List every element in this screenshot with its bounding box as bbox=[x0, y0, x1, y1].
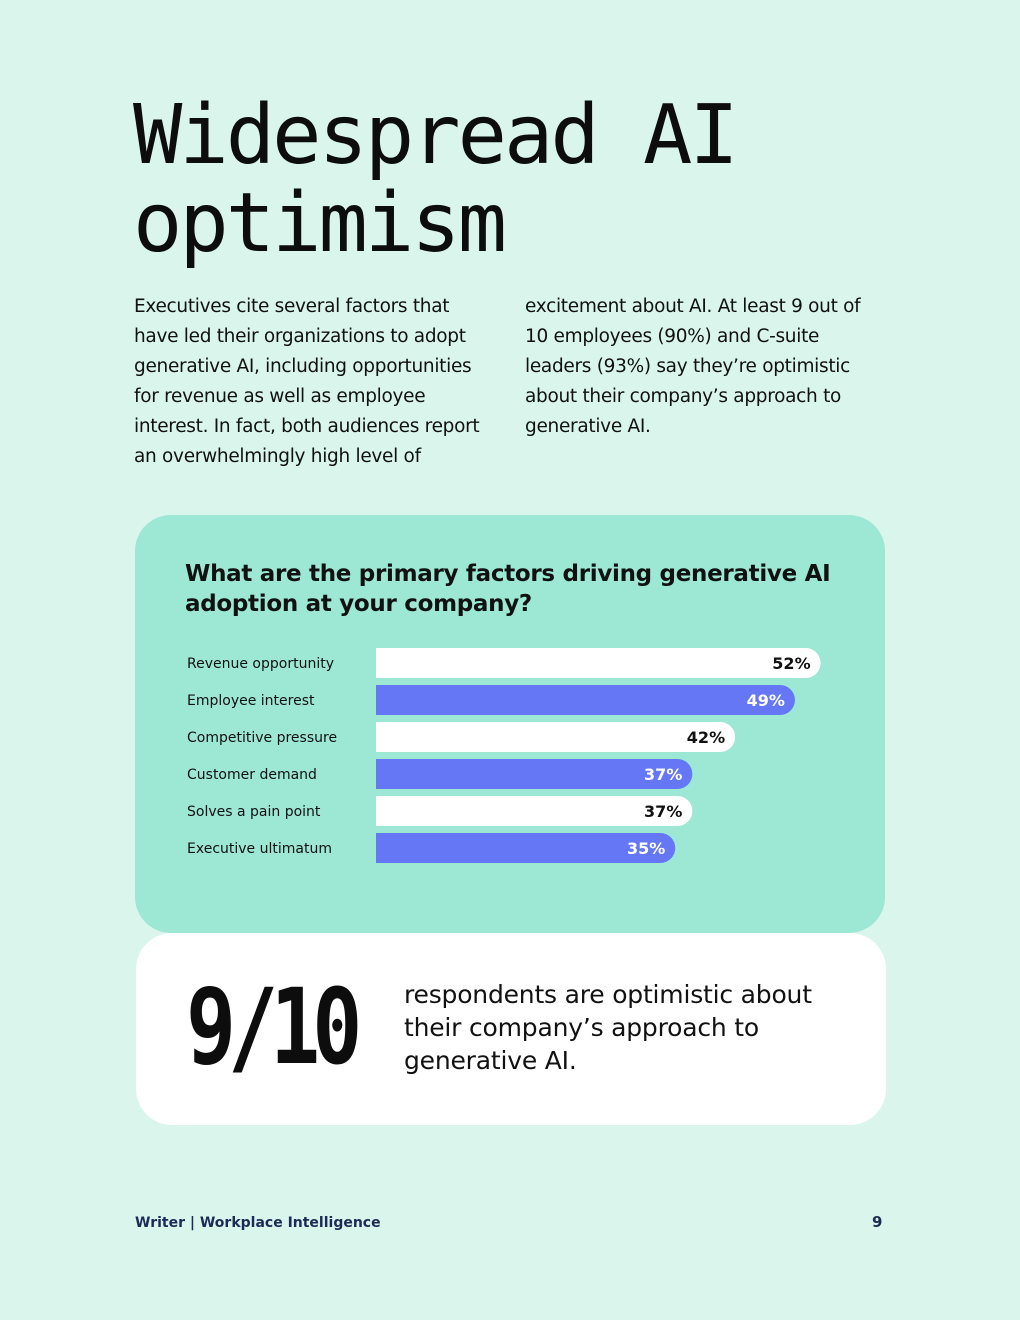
page-title: Widespread AI optimism bbox=[133, 88, 739, 271]
category-label: Customer demand bbox=[187, 767, 317, 783]
bar-left-edge bbox=[376, 796, 406, 826]
bar bbox=[376, 759, 693, 789]
chart-card: What are the primary factors driving gen… bbox=[135, 515, 885, 933]
bar-left-edge bbox=[376, 833, 406, 863]
value-label: 49% bbox=[747, 691, 785, 710]
category-label: Competitive pressure bbox=[187, 730, 337, 746]
stat-card: 9/10 respondents are optimistic about th… bbox=[136, 933, 886, 1125]
bar bbox=[376, 722, 736, 752]
bar bbox=[376, 685, 795, 715]
value-label: 37% bbox=[644, 765, 682, 784]
category-label: Revenue opportunity bbox=[187, 656, 334, 672]
stat-number: 9/10 bbox=[186, 966, 362, 1088]
category-label: Solves a pain point bbox=[187, 804, 321, 820]
intro-paragraph: Executives cite several factors that hav… bbox=[134, 296, 861, 467]
bar-left-edge bbox=[376, 722, 406, 752]
value-label: 37% bbox=[644, 802, 682, 821]
value-label: 35% bbox=[627, 839, 665, 858]
value-label: 42% bbox=[687, 728, 725, 747]
chart-title: What are the primary factors driving gen… bbox=[185, 561, 831, 617]
footer-publisher: Writer | Workplace Intelligence bbox=[135, 1215, 381, 1231]
bar-left-edge bbox=[376, 648, 406, 678]
page-number: 9 bbox=[872, 1213, 883, 1231]
bar-chart: Revenue opportunity 52% Employee interest 4… bbox=[187, 648, 821, 863]
category-label: Executive ultimatum bbox=[187, 841, 332, 857]
bar-left-edge bbox=[376, 759, 406, 789]
bar-left-edge bbox=[376, 685, 406, 715]
bar bbox=[376, 796, 693, 826]
category-label: Employee interest bbox=[187, 693, 315, 709]
stat-text: respondents are optimistic about their c… bbox=[404, 980, 812, 1075]
value-label: 52% bbox=[772, 654, 810, 673]
bar bbox=[376, 833, 676, 863]
bar bbox=[376, 648, 821, 678]
